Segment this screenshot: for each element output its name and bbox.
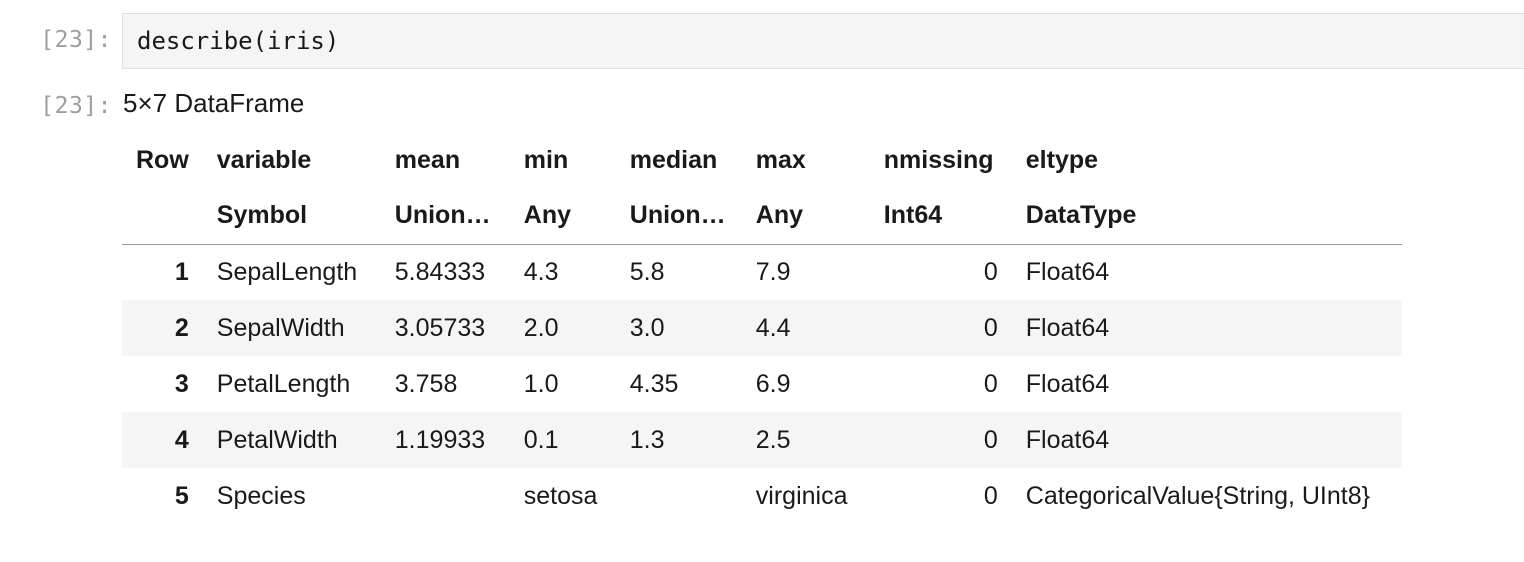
cell-variable: PetalLength [216, 369, 351, 398]
row-number: 3 [174, 369, 189, 398]
column-header-max: max [755, 145, 806, 174]
dataframe-table: Row variable mean min median max nmissin… [122, 132, 1402, 524]
cell-max: 7.9 [755, 257, 791, 286]
cell-variable: Species [216, 481, 306, 510]
cell-max: 6.9 [755, 369, 791, 398]
column-type-mean: Union… [380, 188, 510, 245]
cell-variable: SepalLength [216, 257, 358, 286]
cell-max: 4.4 [755, 313, 791, 342]
table-row: 1 SepalLength 5.84333 4.3 5.8 7.9 0 Floa… [122, 244, 1402, 300]
row-number: 1 [174, 257, 189, 286]
cell-nmissing: 0 [983, 369, 998, 398]
cell-mean [381, 468, 510, 524]
cell-median [616, 468, 742, 524]
cell-min: setosa [523, 481, 598, 510]
row-number: 5 [174, 481, 189, 510]
cell-median: 3.0 [629, 313, 665, 342]
cell-variable: SepalWidth [216, 313, 345, 342]
output-area: 5×7 DataFrame Row variable mean min medi… [122, 86, 1402, 524]
output-prompt: [23]: [40, 93, 112, 119]
column-type-eltype: DataType [1011, 188, 1402, 245]
column-type-min: Any [509, 188, 616, 245]
cell-mean: 3.05733 [394, 313, 486, 342]
cell-nmissing: 0 [983, 257, 998, 286]
cell-min: 0.1 [523, 425, 559, 454]
cell-max: 2.5 [755, 425, 791, 454]
cell-min: 2.0 [523, 313, 559, 342]
input-prompt: [23]: [40, 27, 112, 53]
column-type-row [122, 188, 203, 245]
row-number: 2 [174, 313, 189, 342]
column-header-mean: mean [394, 145, 461, 174]
cell-eltype: CategoricalValue{String, UInt8} [1025, 481, 1370, 510]
cell-nmissing: 0 [983, 481, 998, 510]
row-number: 4 [174, 425, 189, 454]
code-input-text[interactable]: describe(iris) [137, 27, 340, 55]
column-header-min: min [523, 145, 569, 174]
cell-eltype: Float64 [1025, 257, 1110, 286]
cell-min: 1.0 [523, 369, 559, 398]
cell-min: 4.3 [523, 257, 559, 286]
header-types-row: Symbol Union… Any Union… Any Int64 DataT… [122, 188, 1402, 245]
cell-eltype: Float64 [1025, 369, 1110, 398]
column-header-nmissing: nmissing [883, 145, 994, 174]
column-header-row: Row [136, 145, 189, 174]
cell-median: 4.35 [629, 369, 679, 398]
column-type-nmissing: Int64 [869, 188, 1012, 245]
cell-median: 5.8 [629, 257, 665, 286]
header-names-row: Row variable mean min median max nmissin… [122, 132, 1402, 188]
cell-nmissing: 0 [983, 313, 998, 342]
column-header-variable: variable [216, 145, 312, 174]
table-row: 4 PetalWidth 1.19933 0.1 1.3 2.5 0 Float… [122, 412, 1402, 468]
cell-eltype: Float64 [1025, 425, 1110, 454]
dataframe-caption: 5×7 DataFrame [123, 88, 305, 118]
cell-mean: 5.84333 [394, 257, 486, 286]
column-header-median: median [629, 145, 718, 174]
table-row: 5 Species setosa virginica 0 Categorical… [122, 468, 1402, 524]
code-input-cell[interactable]: describe(iris) [122, 13, 1524, 69]
cell-max: virginica [755, 481, 848, 510]
column-type-variable: Symbol [202, 188, 381, 245]
column-type-max: Any [741, 188, 870, 245]
table-row: 2 SepalWidth 3.05733 2.0 3.0 4.4 0 Float… [122, 300, 1402, 356]
table-row: 3 PetalLength 3.758 1.0 4.35 6.9 0 Float… [122, 356, 1402, 412]
cell-mean: 3.758 [394, 369, 458, 398]
cell-median: 1.3 [629, 425, 665, 454]
column-header-eltype: eltype [1025, 145, 1099, 174]
cell-eltype: Float64 [1025, 313, 1110, 342]
column-type-median: Union… [615, 188, 742, 245]
cell-variable: PetalWidth [216, 425, 338, 454]
cell-nmissing: 0 [983, 425, 998, 454]
cell-mean: 1.19933 [394, 425, 486, 454]
